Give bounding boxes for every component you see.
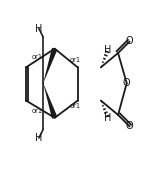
Text: H: H [35,133,43,143]
Text: H: H [104,113,112,123]
Text: H: H [104,45,112,55]
Text: or1: or1 [32,54,43,60]
Text: O: O [123,78,130,88]
Polygon shape [43,83,57,119]
Text: or1: or1 [69,57,80,63]
Polygon shape [43,48,57,83]
Text: or1: or1 [32,108,43,114]
Text: O: O [126,121,133,131]
Text: H: H [35,23,43,33]
Text: or1: or1 [69,103,80,109]
Text: O: O [126,36,133,46]
